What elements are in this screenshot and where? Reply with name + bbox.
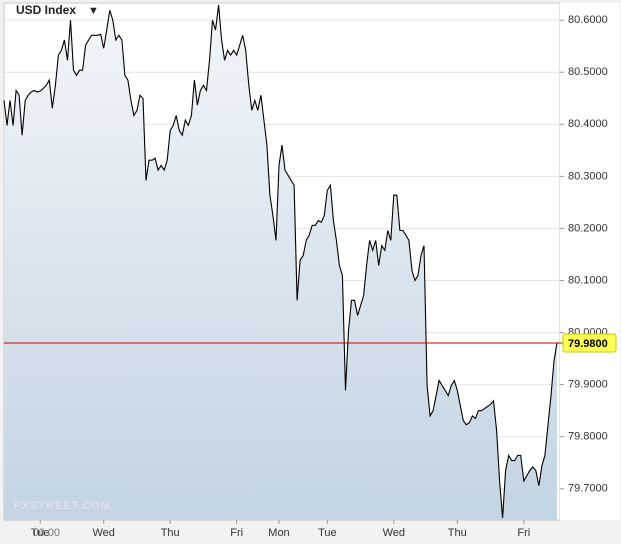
y-tick-label: 80.4000 [568,118,608,130]
x-tick-label: Thu [161,527,180,539]
x-tick-label: Mon [268,527,289,539]
area-fill [4,5,557,521]
session-label: 00:00 [32,527,60,539]
dropdown-toggle[interactable]: ▼ [88,5,99,17]
x-tick-label: Tue [31,527,50,539]
price-line [3,5,558,518]
y-tick-label: 80.2000 [568,222,608,234]
y-tick-label: 79.9000 [568,379,608,391]
watermark: FXSTREET.COM [14,500,111,512]
y-tick-label: 79.8000 [568,431,608,443]
y-tick-label: 80.3000 [568,170,608,182]
x-tick-label: Wed [383,527,405,539]
y-tick-label: 80.6000 [568,14,608,26]
x-tick-label: Wed [93,527,115,539]
chart-title: USD Index [16,3,76,17]
y-tick-label: 80.5000 [568,66,608,78]
last-price-box [562,333,617,353]
x-tick-label: Thu [448,527,467,539]
y-tick-label: 80.1000 [568,274,608,286]
x-tick-label: Tue [318,527,337,539]
y-tick-label: 79.7000 [568,483,608,495]
x-tick-label: Fri [517,527,530,539]
last-price-label: 79.9800 [568,338,608,350]
x-tick-label: Fri [230,527,243,539]
axis-area [560,3,620,520]
